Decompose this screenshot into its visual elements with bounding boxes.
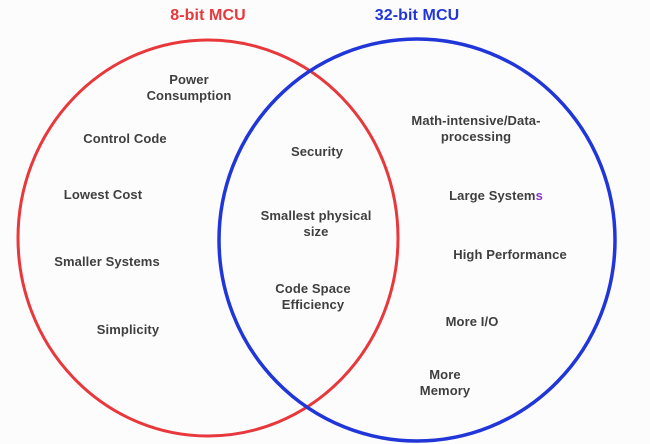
label-large-systems-accent-letter: s bbox=[535, 187, 543, 203]
label-security: Security bbox=[290, 143, 344, 159]
label-smaller-systems: Smaller Systems bbox=[54, 253, 160, 269]
left-circle-outline bbox=[16, 38, 400, 438]
label-lowest-cost: Lowest Cost bbox=[63, 186, 143, 202]
label-smallest-physical-size: Smallest physical size bbox=[260, 207, 372, 239]
label-large-systems-main: Large System bbox=[449, 187, 536, 203]
right-circle-title: 32-bit MCU bbox=[374, 7, 460, 24]
label-simplicity: Simplicity bbox=[96, 321, 160, 337]
label-code-space-efficiency: Code Space Efficiency bbox=[275, 280, 351, 312]
label-high-performance: High Performance bbox=[453, 246, 567, 262]
label-more-memory: More Memory bbox=[419, 366, 471, 398]
label-more-io: More I/O bbox=[445, 313, 499, 329]
label-large-systems: Large Systems bbox=[449, 188, 543, 204]
label-power-consumption: Power Consumption bbox=[146, 71, 232, 103]
label-math-intensive-data-processing: Math-intensive/Data- processing bbox=[411, 112, 541, 144]
label-control-code: Control Code bbox=[83, 130, 167, 146]
right-circle-outline bbox=[217, 37, 617, 443]
left-circle-title: 8-bit MCU bbox=[170, 7, 246, 24]
